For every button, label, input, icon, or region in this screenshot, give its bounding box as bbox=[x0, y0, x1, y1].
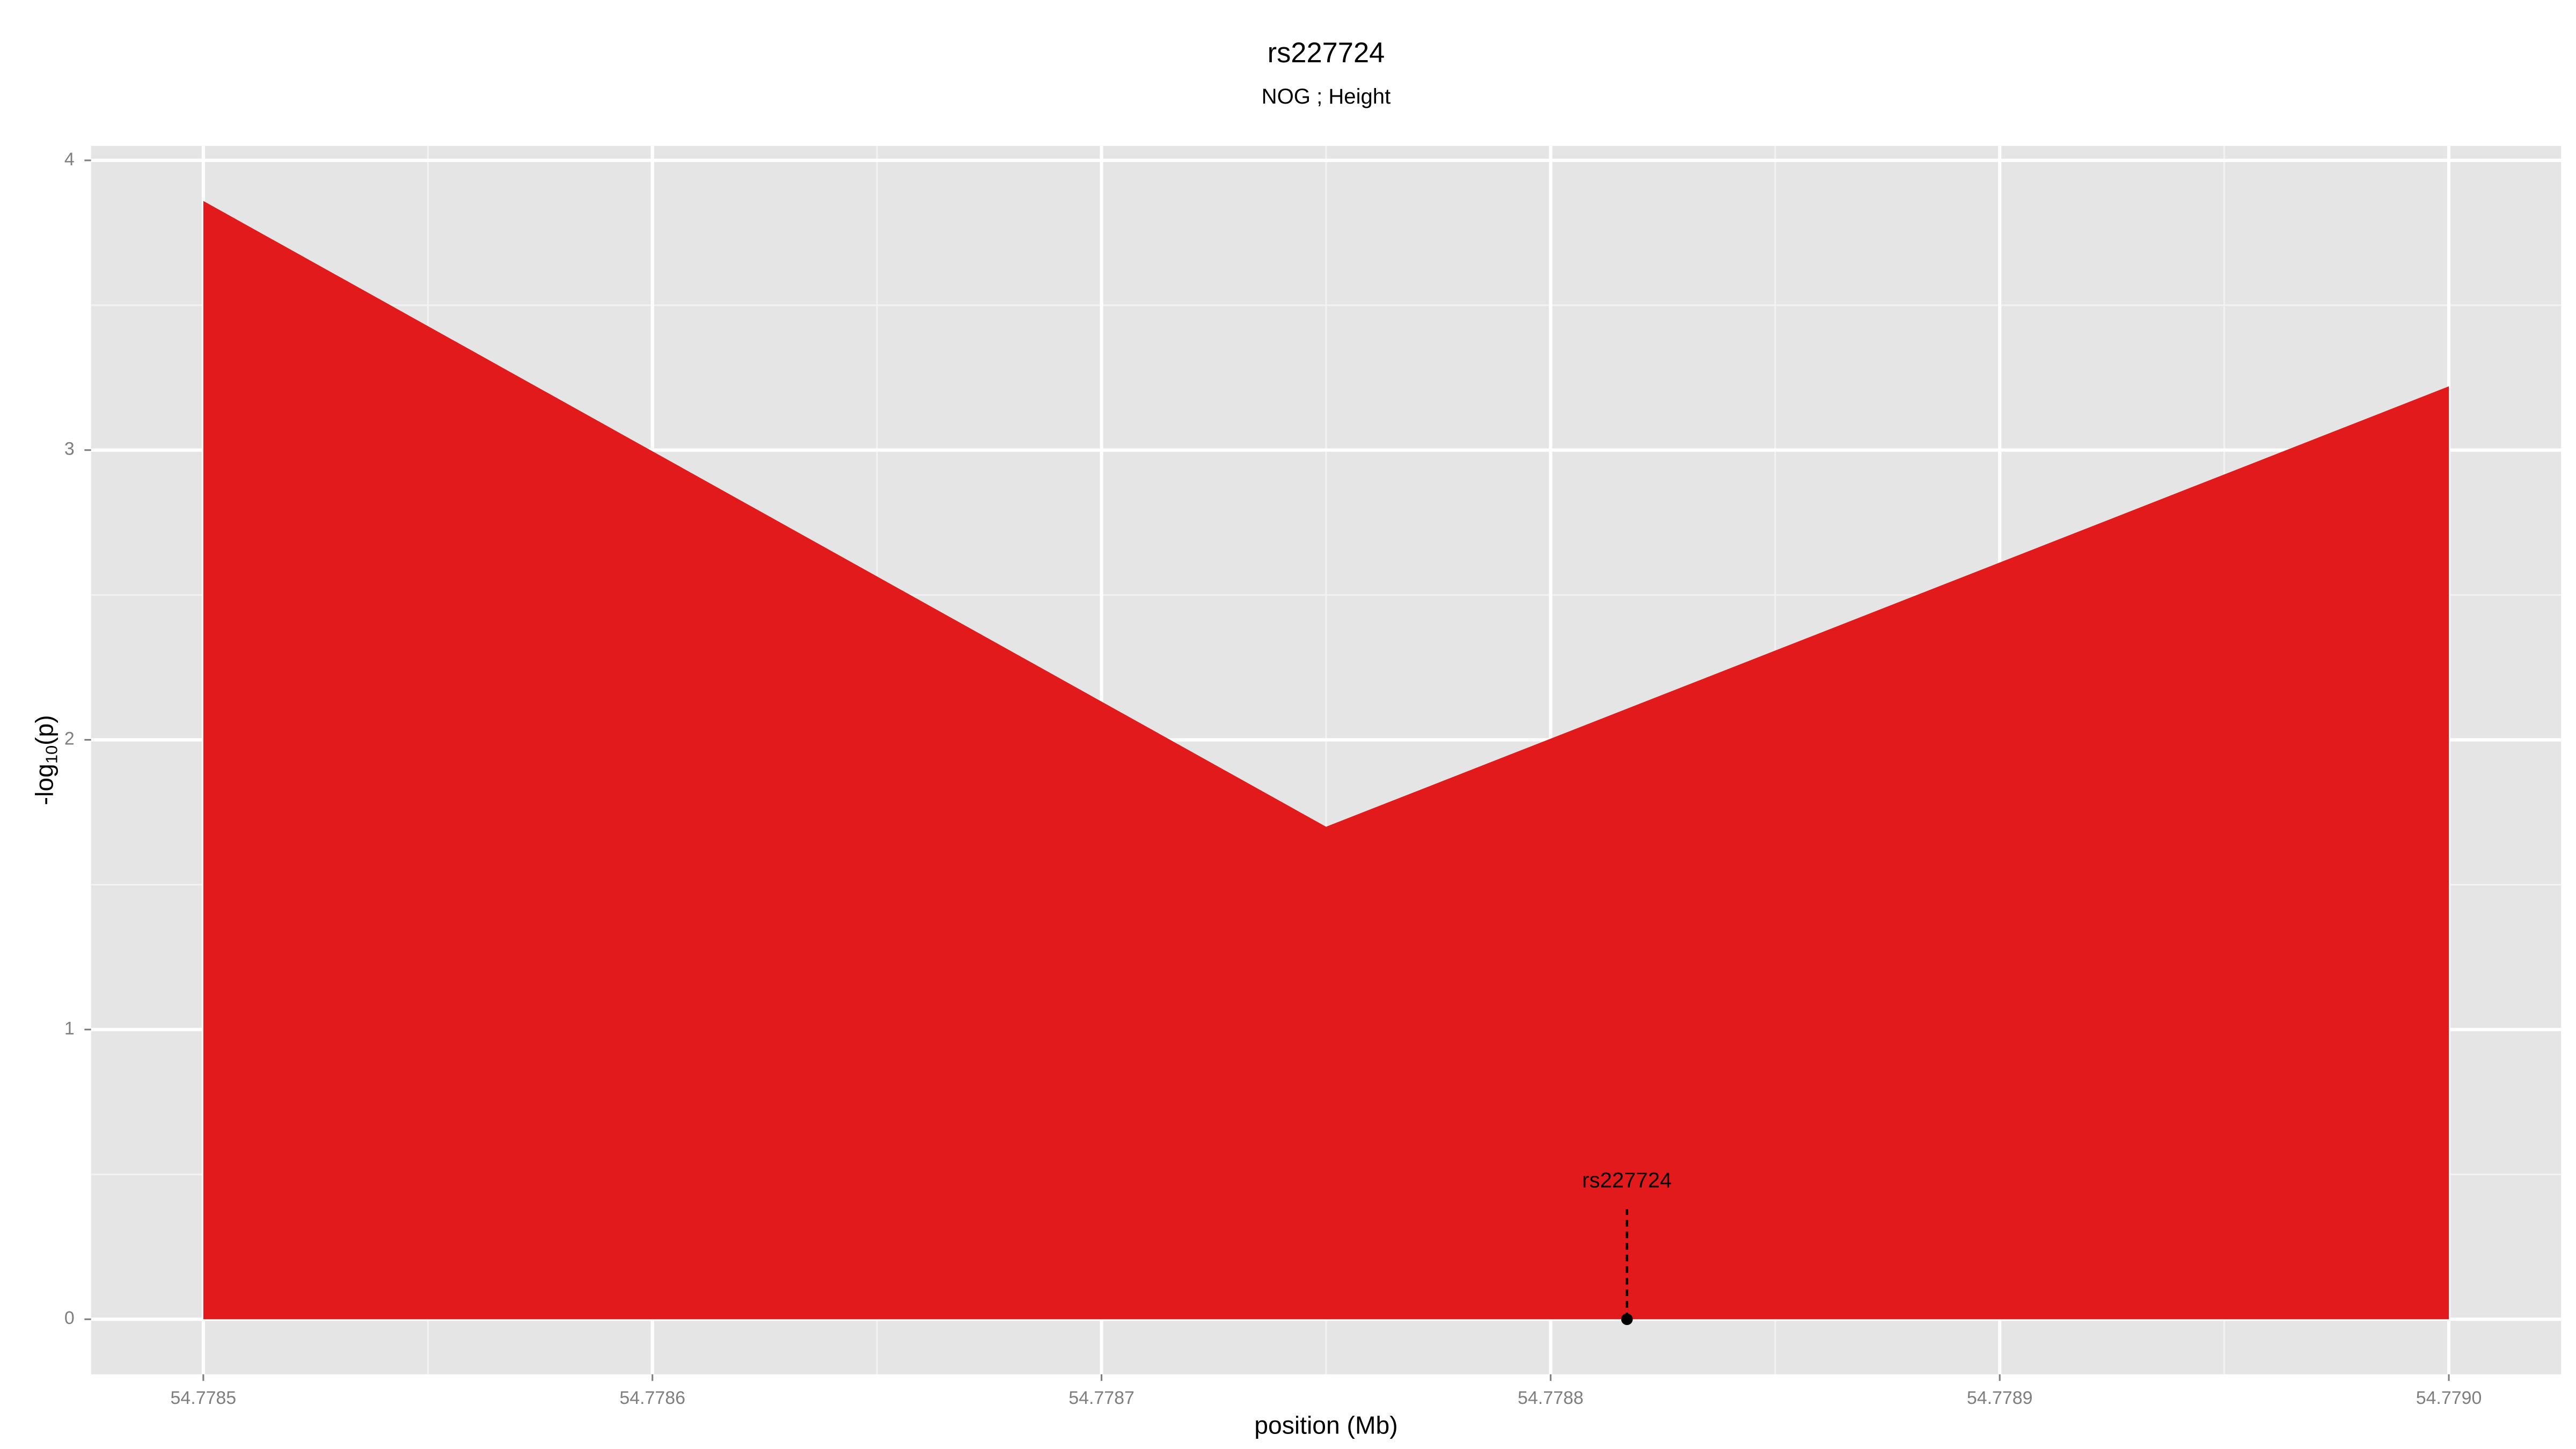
y-tick-label: 3 bbox=[64, 439, 75, 459]
x-tick-label: 54.7789 bbox=[1967, 1388, 2033, 1408]
y-tick-label: 1 bbox=[64, 1018, 75, 1038]
x-axis-label: position (Mb) bbox=[1254, 1411, 1397, 1439]
chart-subtitle: NOG ; Height bbox=[1262, 85, 1391, 108]
y-axis-label-sub: 10 bbox=[42, 745, 61, 764]
y-axis-label: -log10(p) bbox=[31, 715, 61, 805]
x-tick-label: 54.7788 bbox=[1518, 1388, 1584, 1408]
chart-title: rs227724 bbox=[1268, 38, 1385, 69]
x-tick-label: 54.7786 bbox=[619, 1388, 685, 1408]
annotation-label: rs227724 bbox=[1582, 1168, 1672, 1192]
area bbox=[203, 201, 2449, 1320]
y-axis-label-suffix: (p) bbox=[31, 715, 58, 745]
x-tick-label: 54.7785 bbox=[171, 1388, 237, 1408]
y-tick-label: 0 bbox=[64, 1308, 75, 1328]
y-tick-label: 4 bbox=[64, 149, 75, 170]
y-axis-label-prefix: -log bbox=[31, 764, 58, 805]
x-tick-label: 54.7787 bbox=[1069, 1388, 1135, 1408]
y-tick-label: 2 bbox=[64, 729, 75, 749]
x-tick-label: 54.7790 bbox=[2416, 1388, 2482, 1408]
annotation-point bbox=[1621, 1313, 1633, 1326]
